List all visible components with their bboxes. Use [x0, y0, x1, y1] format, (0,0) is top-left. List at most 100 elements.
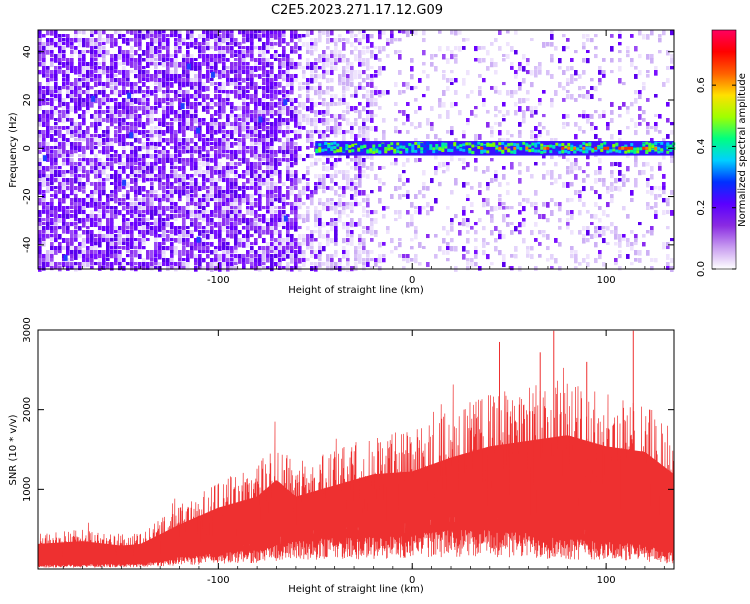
spectrogram-cell — [62, 114, 66, 119]
spectrogram-cell — [422, 194, 426, 199]
spectrogram-cell — [434, 234, 438, 238]
spectrogram-cell — [230, 54, 234, 58]
spectrogram-cell — [130, 246, 134, 250]
spectrogram-cell — [154, 98, 158, 103]
spectrogram-cell — [90, 210, 94, 215]
spectrogram-cell — [374, 70, 378, 74]
spectrogram-cell — [302, 74, 306, 79]
spectrogram-cell — [38, 38, 42, 43]
spectrogram-cell — [162, 62, 166, 68]
spectrogram-cell — [362, 174, 366, 178]
spectrogram-cell — [310, 138, 314, 142]
spectrogram-cell — [206, 166, 210, 172]
spectrogram-cell — [322, 90, 326, 95]
spectrogram-cell — [566, 198, 570, 203]
spectrogram-cell — [362, 154, 366, 158]
spectrogram-cell — [502, 206, 506, 210]
spectrogram-cell — [114, 110, 118, 115]
spectrogram-cell — [282, 106, 286, 111]
spectrogram-cell — [350, 186, 354, 192]
spectrogram-cell — [330, 66, 334, 72]
spectrogram-cell — [246, 34, 250, 40]
spectrogram-cell — [50, 186, 54, 192]
spectrogram-cell — [502, 218, 506, 223]
spectrogram-cell — [174, 226, 178, 232]
spectrogram-cell — [62, 262, 66, 268]
spectrogram-cell — [194, 94, 198, 99]
spectrogram-cell — [74, 98, 78, 103]
spectrogram-cell — [450, 246, 454, 252]
spectrogram-cell — [502, 258, 506, 264]
spectrogram-cell — [282, 266, 286, 270]
spectrogram-cell — [330, 178, 334, 184]
spectrogram-cell — [302, 202, 306, 206]
spectrogram-cell — [494, 238, 498, 243]
spectrogram-cell — [290, 58, 294, 64]
spectrogram-cell — [262, 150, 266, 154]
spectrogram-cell — [650, 226, 654, 232]
spectrogram-cell — [302, 262, 306, 267]
spectrogram-cell — [310, 50, 314, 56]
spectrogram-cell — [310, 62, 314, 67]
spectrogram-cell — [466, 122, 470, 126]
spectrogram-cell — [414, 110, 418, 114]
spectrogram-cell — [206, 218, 210, 223]
spectrogram-cell — [446, 46, 450, 51]
spectrogram-cell — [526, 58, 530, 63]
spectrogram-cell — [70, 186, 74, 192]
spectrogram-cell — [90, 258, 94, 263]
signal-band-cell — [441, 144, 445, 148]
spectrogram-cell — [98, 74, 102, 79]
spectrogram-cell — [610, 162, 614, 167]
spectrogram-cell — [422, 94, 426, 98]
spectrogram-cell — [82, 70, 86, 76]
spectrogram-cell — [98, 158, 102, 162]
spectrogram-cell — [110, 42, 114, 48]
spectrogram-cell — [526, 62, 530, 66]
spectrogram-cell — [306, 86, 310, 90]
spectrogram-cell — [666, 198, 670, 203]
spectrogram-cell — [266, 242, 270, 247]
spectrogram-cell — [174, 174, 178, 179]
spectrogram-cell — [130, 98, 134, 103]
spectrogram-cell — [370, 94, 374, 99]
spectrogram-cell — [634, 258, 638, 262]
spectrogram-cell — [170, 34, 174, 38]
spectrogram-cell — [74, 234, 78, 239]
spectrogram-cell — [234, 254, 238, 260]
spectrogram-cell — [262, 194, 266, 198]
spectrogram-cell — [298, 46, 302, 51]
spectrogram-cell — [150, 30, 154, 34]
spectrogram-cell — [310, 246, 314, 250]
spectrogram-cell — [138, 166, 142, 172]
spectrogram-cell — [194, 146, 198, 152]
spectrogram-cell — [54, 178, 58, 183]
spectrogram-cell — [102, 102, 106, 106]
spectrogram-cell — [538, 66, 542, 72]
spectrogram-cell — [102, 86, 106, 90]
spectrogram-cell — [170, 234, 174, 239]
spectrogram-cell — [162, 198, 166, 202]
spectrogram-cell — [106, 74, 110, 79]
spectrogram-cell — [110, 234, 114, 240]
spectrogram-cell — [250, 74, 254, 80]
spectrogram-cell — [98, 222, 102, 227]
spectrogram-cell — [218, 202, 222, 208]
spectrogram-cell — [242, 110, 246, 115]
spectrogram-cell — [310, 106, 314, 111]
spectrogram-cell — [94, 98, 98, 104]
spectrogram-cell — [242, 226, 246, 230]
spectrogram-cell — [70, 170, 74, 176]
spectrogram-cell — [490, 86, 494, 90]
spectrogram-cell — [110, 78, 114, 83]
spectrogram-cell — [614, 162, 618, 167]
spectrogram-cell — [66, 62, 70, 66]
spectrogram-cell — [62, 174, 66, 178]
spectrogram-cell — [254, 242, 258, 246]
spectrogram-cell — [178, 38, 182, 43]
spectrogram-cell — [498, 230, 502, 235]
spectrogram-cell — [130, 166, 134, 172]
spectrogram-cell — [258, 186, 262, 191]
spectrogram-cell — [90, 54, 94, 60]
spectrogram-cell — [266, 74, 270, 78]
